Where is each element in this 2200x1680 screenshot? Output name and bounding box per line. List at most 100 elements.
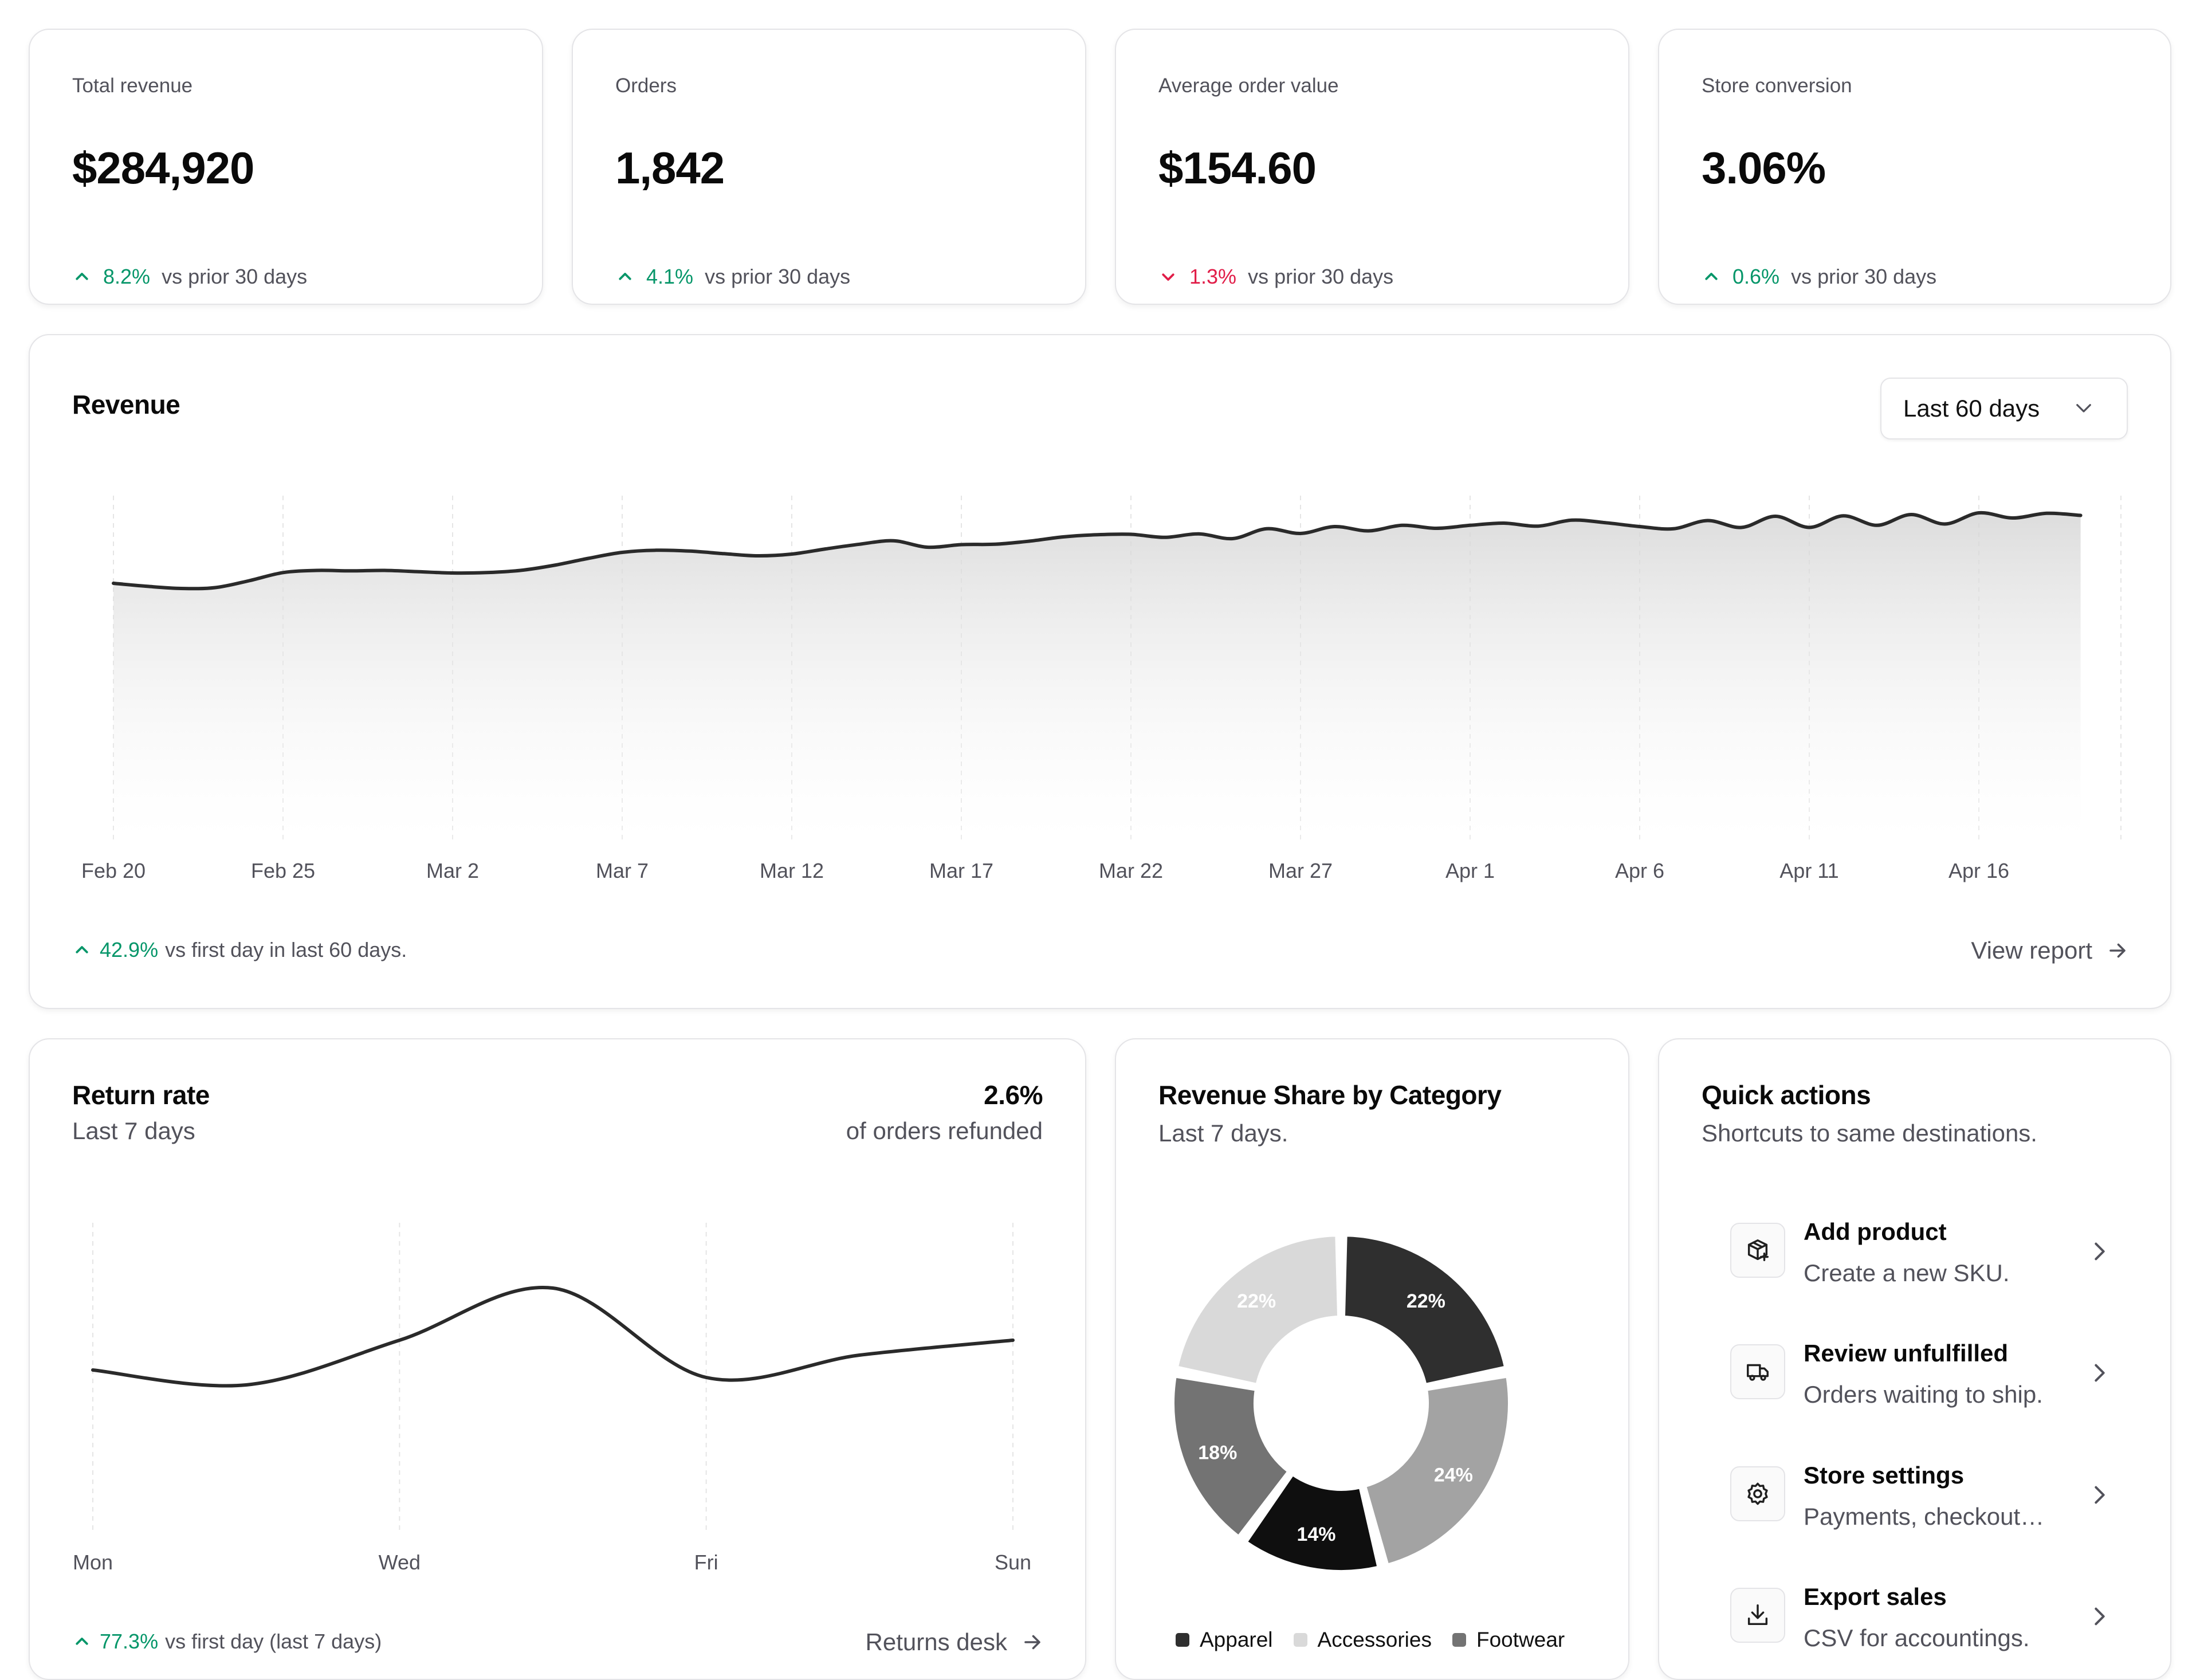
kpi-compare-text: vs prior 30 days	[1248, 265, 1394, 288]
quick-action-title: Store settings	[1804, 1462, 1965, 1489]
x-tick-label: Sun	[995, 1551, 1031, 1574]
return-rate-stat-value: 2.6%	[984, 1080, 1043, 1110]
chevron-right-icon	[2095, 1364, 2105, 1382]
legend-label: Accessories	[1317, 1628, 1432, 1651]
revenue-footer-delta: 42.9% vs first day in last 60 days.	[73, 938, 407, 962]
kpi-delta: 4.1% vs prior 30 days	[616, 265, 850, 289]
truck-icon	[1730, 1344, 1785, 1399]
x-tick-label: Feb 20	[81, 859, 146, 882]
legend-item: Apparel	[1176, 1628, 1273, 1652]
donut-slice	[1341, 1233, 1508, 1387]
return-rate-title: Return rate	[72, 1080, 210, 1110]
kpi-card-average-order-value: Average order value $154.60 1.3% vs prio…	[1115, 29, 1629, 305]
date-range-value: Last 60 days	[1903, 395, 2040, 422]
quick-actions-subtitle: Shortcuts to same destinations.	[1702, 1120, 2037, 1147]
trend-up-icon	[1705, 273, 1718, 280]
revenue-delta-value: 42.9%	[100, 938, 159, 961]
arrow-right-icon	[2109, 943, 2126, 958]
kpi-label: Store conversion	[1702, 74, 1852, 97]
legend-label: Apparel	[1200, 1628, 1273, 1651]
kpi-card-store-conversion: Store conversion 3.06% 0.6% vs prior 30 …	[1658, 29, 2171, 305]
kpi-delta-value: 8.2%	[103, 265, 151, 288]
chevron-right-icon	[2095, 1486, 2105, 1504]
trend-up-icon	[76, 273, 88, 280]
legend-swatch	[1176, 1633, 1189, 1647]
donut-slice	[1243, 1471, 1381, 1573]
view-report-link[interactable]: View report	[1971, 937, 2128, 964]
legend-item: Accessories	[1293, 1628, 1432, 1652]
x-tick-label: Mon	[73, 1551, 113, 1574]
category-legend: Apparel Accessories Footwear	[1176, 1628, 1585, 1652]
trend-up-icon	[76, 946, 88, 953]
kpi-delta: 8.2% vs prior 30 days	[73, 265, 307, 289]
donut-slice	[1171, 1374, 1291, 1540]
returns-desk-link[interactable]: Returns desk	[866, 1628, 1043, 1656]
trend-down-icon	[1162, 273, 1174, 281]
donut-slice	[1174, 1233, 1341, 1387]
view-report-label: View report	[1971, 937, 2092, 964]
donut-slice-label: 22%	[1407, 1290, 1445, 1312]
kpi-delta-value: 4.1%	[646, 265, 694, 288]
chevron-down-icon	[2076, 404, 2091, 413]
kpi-delta: 0.6% vs prior 30 days	[1703, 265, 1936, 289]
quick-action-store-settings[interactable]: Store settings Payments, checkout…	[1730, 1462, 2108, 1553]
kpi-delta-value: 0.6%	[1732, 265, 1780, 288]
return-rate-card: Return rate Last 7 days 2.6% of orders r…	[29, 1038, 1086, 1680]
kpi-compare-text: vs prior 30 days	[162, 265, 308, 288]
revenue-area	[113, 512, 2081, 839]
kpi-card-orders: Orders 1,842 4.1% vs prior 30 days	[572, 29, 1086, 305]
kpi-compare-text: vs prior 30 days	[705, 265, 851, 288]
quick-action-review-unfulfilled[interactable]: Review unfulfilled Orders waiting to shi…	[1730, 1340, 2108, 1431]
return-rate-delta-value: 77.3%	[100, 1630, 159, 1653]
kpi-label: Total revenue	[72, 74, 193, 97]
x-tick-label: Mar 22	[1099, 859, 1163, 882]
quick-action-title: Add product	[1804, 1218, 1947, 1245]
revenue-title: Revenue	[72, 390, 180, 419]
legend-swatch	[1452, 1633, 1466, 1647]
return-rate-line	[91, 1285, 1015, 1388]
return-rate-stat-label: of orders refunded	[846, 1117, 1043, 1144]
x-tick-label: Apr 1	[1445, 859, 1495, 882]
x-tick-label: Apr 11	[1779, 859, 1838, 882]
quick-actions-title: Quick actions	[1702, 1080, 1871, 1110]
trend-up-icon	[619, 273, 631, 280]
kpi-delta-value: 1.3%	[1189, 265, 1237, 288]
kpi-card-total-revenue: Total revenue $284,920 8.2% vs prior 30 …	[29, 29, 543, 305]
quick-action-export-sales[interactable]: Export sales CSV for accountings.	[1730, 1583, 2108, 1675]
kpi-value: 1,842	[615, 143, 725, 193]
donut-slice-label: 22%	[1237, 1290, 1276, 1312]
x-tick-label: Feb 25	[251, 859, 315, 882]
kpi-value: $284,920	[72, 143, 254, 193]
gear-icon	[1730, 1466, 1785, 1521]
return-rate-footer-delta: 77.3% vs first day (last 7 days)	[73, 1630, 382, 1654]
donut-slice-label: 24%	[1434, 1464, 1473, 1486]
legend-swatch	[1293, 1633, 1307, 1647]
legend-label: Footwear	[1476, 1628, 1565, 1651]
date-range-select[interactable]: Last 60 days	[1880, 378, 2128, 439]
x-tick-label: Apr 6	[1615, 859, 1664, 882]
kpi-label: Average order value	[1158, 74, 1339, 97]
donut-slice	[1362, 1374, 1511, 1568]
category-share-card: Revenue Share by Category Last 7 days. 2…	[1115, 1038, 1629, 1680]
kpi-delta: 1.3% vs prior 30 days	[1160, 265, 1393, 289]
quick-action-title: Review unfulfilled	[1804, 1340, 2009, 1367]
quick-action-desc: Create a new SKU.	[1804, 1259, 2010, 1286]
revenue-chart: Feb 20 Feb 25 Mar 2 Mar 7 Mar 12 Mar 17 Mar 22…	[81, 496, 2122, 882]
chevron-right-icon	[2095, 1607, 2105, 1626]
quick-action-title: Export sales	[1804, 1583, 1947, 1610]
quick-action-add-product[interactable]: Add product Create a new SKU.	[1730, 1218, 2108, 1310]
revenue-line	[112, 511, 2083, 591]
quick-action-desc: CSV for accountings.	[1804, 1624, 2030, 1651]
legend-item: Footwear	[1452, 1628, 1565, 1652]
return-rate-subtitle: Last 7 days	[72, 1117, 195, 1144]
x-tick-label: Mar 17	[929, 859, 993, 882]
x-tick-label: Mar 12	[760, 859, 824, 882]
kpi-value: 3.06%	[1702, 143, 1826, 193]
quick-action-desc: Orders waiting to ship.	[1804, 1381, 2043, 1408]
donut-slice-label: 14%	[1297, 1524, 1335, 1545]
category-share-subtitle: Last 7 days.	[1158, 1120, 1288, 1147]
x-tick-label: Mar 27	[1268, 859, 1333, 882]
return-rate-chart: Mon Wed Fri Sun	[73, 1223, 1031, 1574]
donut-slice-label: 18%	[1198, 1442, 1237, 1463]
category-share-title: Revenue Share by Category	[1158, 1080, 1502, 1110]
